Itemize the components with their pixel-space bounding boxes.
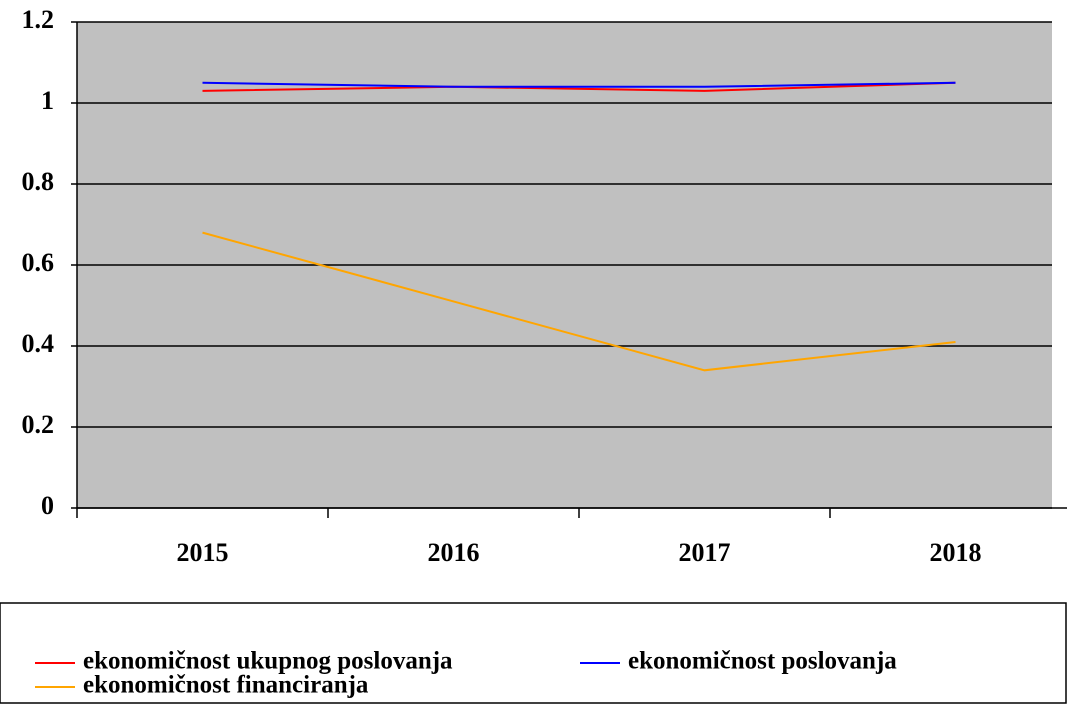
y-tick-label: 0.2	[22, 410, 55, 439]
x-tick-label: 2018	[930, 538, 982, 567]
y-tick-label: 1	[41, 86, 54, 115]
y-tick-label: 1.2	[22, 5, 55, 34]
x-tick-label: 2017	[679, 538, 731, 567]
legend-label: ekonomičnost poslovanja	[628, 648, 897, 675]
series-line	[202, 231, 956, 372]
x-tick-label: 2015	[177, 538, 229, 567]
y-tick-label: 0.6	[22, 248, 55, 277]
y-tick-label: 0	[41, 491, 54, 520]
y-tick-label: 0.8	[22, 167, 55, 196]
legend-box	[0, 602, 1067, 704]
series-line	[202, 81, 956, 88]
legend-label: ekonomičnost ukupnog poslovanja	[83, 648, 453, 675]
y-tick-label: 0.4	[22, 329, 55, 358]
series-line	[202, 81, 956, 92]
legend-label: ekonomičnost financiranja	[83, 672, 369, 699]
x-tick-label: 2016	[428, 538, 480, 567]
